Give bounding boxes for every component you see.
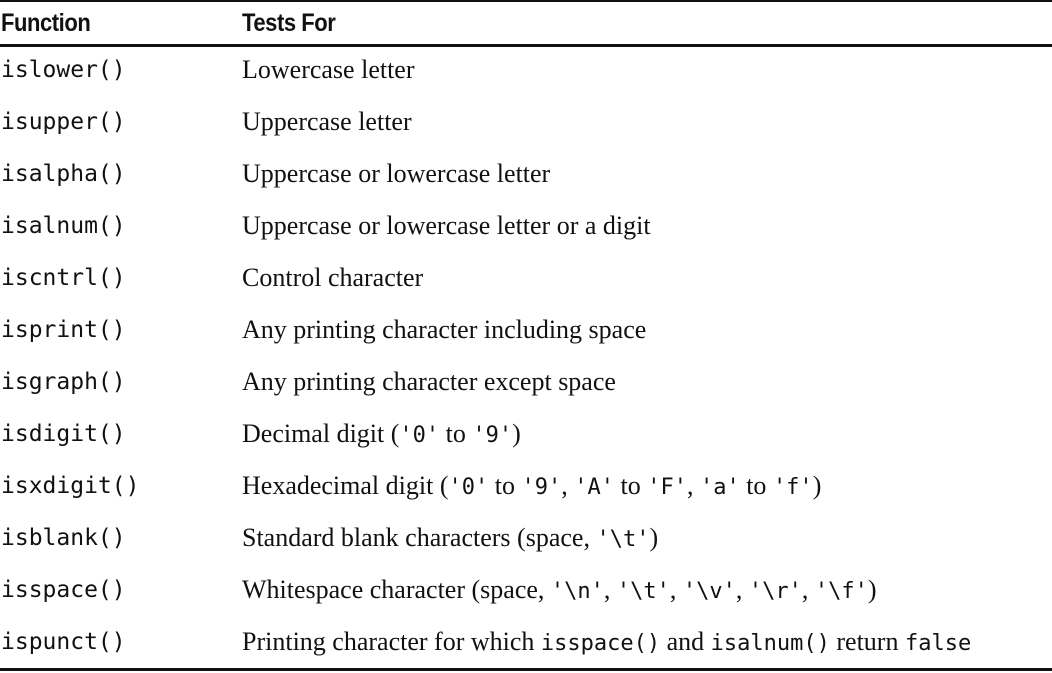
function-description: Control character <box>242 252 423 304</box>
description-text: Lowercase letter <box>242 55 415 84</box>
table-row: isalnum() Uppercase or lowercase letter o… <box>0 200 1052 252</box>
code-literal: '\t' <box>596 527 650 552</box>
description-text: Whitespace character (space, <box>242 575 551 604</box>
table-header: Function Tests For <box>0 4 1052 42</box>
function-name: iscntrl() <box>1 265 126 291</box>
description-text: , <box>669 575 683 604</box>
table-row: isgraph() Any printing character except s… <box>0 356 1052 408</box>
description-text: ) <box>867 575 877 604</box>
code-literal: 'f' <box>772 475 813 500</box>
table-row: isspace() Whitespace character (space, '\… <box>0 564 1052 616</box>
function-description: Uppercase or lowercase letter or a digit <box>242 200 651 252</box>
description-text: Standard blank characters (space, <box>242 523 597 552</box>
description-text: Control character <box>242 263 424 292</box>
code-literal: isalnum() <box>710 631 830 656</box>
table-row: ispunct() Printing character for which is… <box>0 616 1052 668</box>
code-literal: 'a' <box>699 475 740 500</box>
code-literal: '\v' <box>682 579 736 604</box>
description-text: , <box>735 575 749 604</box>
function-description: Printing character for which isspace() a… <box>242 616 971 670</box>
code-literal: '\r' <box>748 579 802 604</box>
function-name: isalnum() <box>1 213 126 239</box>
description-text: to <box>439 419 473 448</box>
code-literal: '9' <box>472 423 513 448</box>
function-name: isblank() <box>1 525 126 551</box>
description-text: ) <box>512 419 521 448</box>
code-literal: isspace() <box>540 631 661 656</box>
code-literal: '\n' <box>550 579 604 604</box>
table-row: isprint() Any printing character includin… <box>0 304 1052 356</box>
header-rule <box>0 44 1052 47</box>
code-literal: 'F' <box>647 475 687 500</box>
table-row: isupper() Uppercase letter <box>0 96 1052 148</box>
function-name: ispunct() <box>1 629 126 655</box>
table-row: isblank() Standard blank characters (spac… <box>0 512 1052 564</box>
function-description: Uppercase or lowercase letter <box>242 148 550 200</box>
function-description: Decimal digit ('0' to '9') <box>242 408 521 462</box>
table-bottom-rule <box>0 668 1052 671</box>
function-name: isprint() <box>1 317 126 343</box>
function-name: isgraph() <box>1 369 126 395</box>
table-row: islower() Lowercase letter <box>0 44 1052 96</box>
table-top-rule <box>0 0 1052 2</box>
description-text: , <box>603 575 617 604</box>
description-text: Uppercase or lowercase letter or a digit <box>242 211 651 240</box>
function-description: Standard blank characters (space, '\t') <box>242 512 658 566</box>
code-literal: false <box>904 631 972 656</box>
description-text: ) <box>649 523 659 552</box>
description-text: , <box>561 471 575 500</box>
function-name: isspace() <box>1 577 126 603</box>
function-description: Any printing character including space <box>242 304 646 356</box>
description-text: Uppercase or lowercase letter <box>242 159 551 188</box>
function-name: isdigit() <box>1 421 126 447</box>
description-text: to <box>739 471 773 500</box>
code-literal: 'A' <box>574 475 614 500</box>
code-literal: '\f' <box>814 579 868 604</box>
description-text: Hexadecimal digit ( <box>242 471 449 500</box>
description-text: Any printing character except space <box>242 367 616 396</box>
description-text: Any printing character including space <box>242 315 647 344</box>
code-literal: '9' <box>521 475 562 500</box>
description-text: to <box>488 471 522 500</box>
description-text: Decimal digit ( <box>242 419 400 448</box>
function-description: Lowercase letter <box>242 44 415 96</box>
header-function: Function <box>1 9 91 37</box>
code-literal: '0' <box>448 475 489 500</box>
function-name: isxdigit() <box>1 473 140 499</box>
description-text: , <box>686 471 700 500</box>
description-text: ) <box>812 471 822 500</box>
code-literal: '0' <box>399 423 440 448</box>
function-name: isupper() <box>1 109 126 135</box>
table-row: isalpha() Uppercase or lowercase letter <box>0 148 1052 200</box>
table-row: isdigit() Decimal digit ('0' to '9') <box>0 408 1052 460</box>
description-text: to <box>613 471 648 500</box>
description-text: Printing character for which <box>242 627 541 656</box>
function-description: Hexadecimal digit ('0' to '9', 'A' to 'F… <box>242 460 821 514</box>
description-text: , <box>801 575 815 604</box>
function-description: Any printing character except space <box>242 356 616 408</box>
description-text: and <box>660 627 711 656</box>
description-text: return <box>829 627 905 656</box>
table-row: iscntrl() Control character <box>0 252 1052 304</box>
code-literal: '\t' <box>616 579 670 604</box>
table-row: isxdigit() Hexadecimal digit ('0' to '9',… <box>0 460 1052 512</box>
function-description: Uppercase letter <box>242 96 412 148</box>
function-name: islower() <box>1 57 126 83</box>
function-name: isalpha() <box>1 161 126 187</box>
header-tests-for: Tests For <box>242 9 336 37</box>
description-text: Uppercase letter <box>242 107 412 136</box>
function-description: Whitespace character (space, '\n', '\t',… <box>242 564 877 618</box>
